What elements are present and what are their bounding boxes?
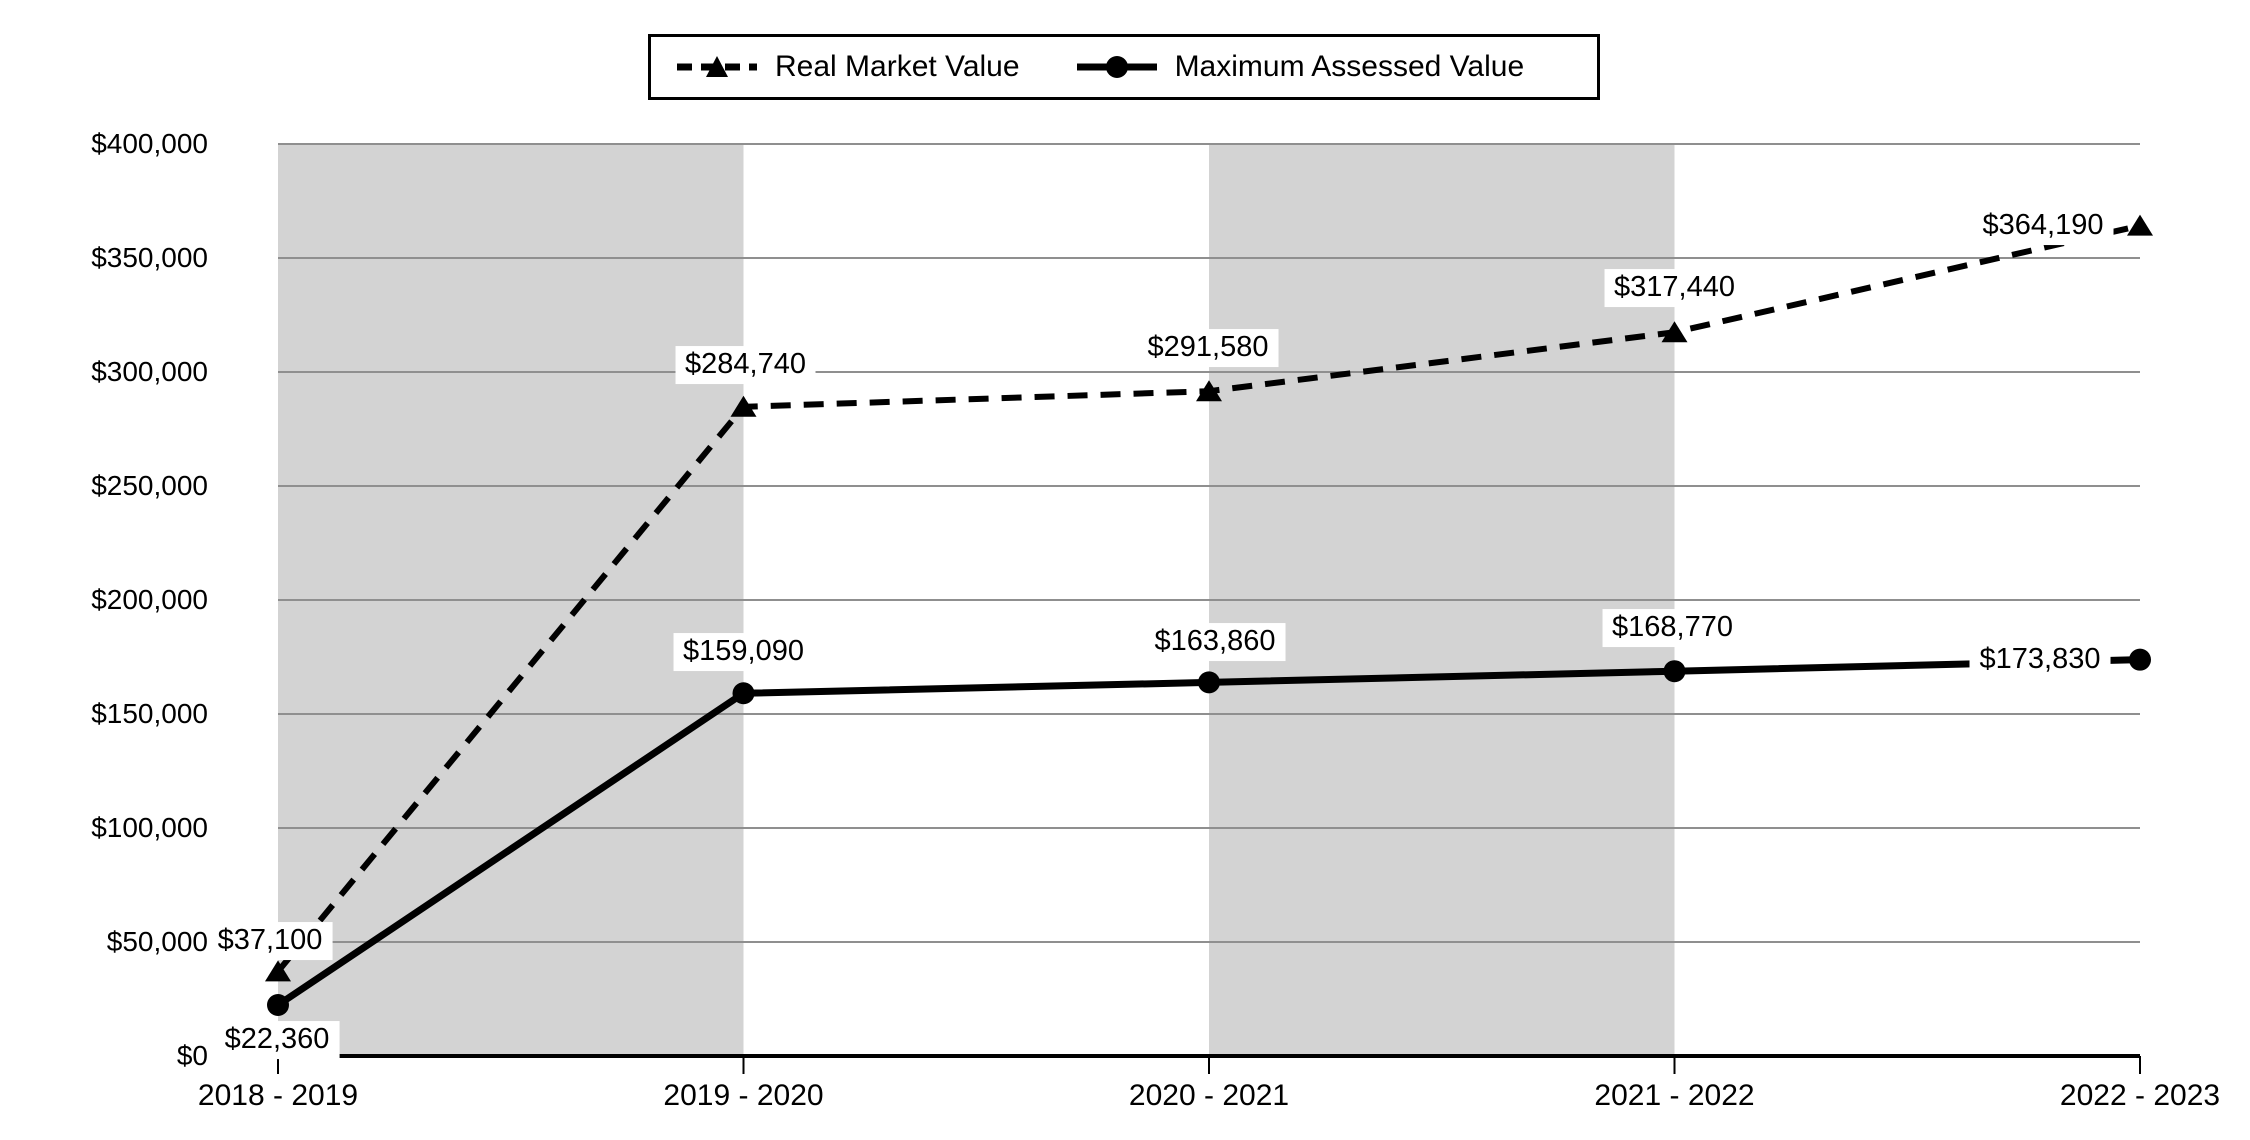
x-axis-tick-label: 2022 - 2023 — [2059, 1079, 2221, 1112]
data-label: $364,190 — [1972, 206, 2114, 245]
legend-entry-maximum-assessed-value: Maximum Assessed Value — [1075, 50, 1525, 84]
triangle-marker — [265, 960, 291, 982]
y-axis-tick-label: $300,000 — [91, 356, 208, 387]
x-axis-tick-label: 2021 - 2022 — [1594, 1079, 1755, 1112]
data-label: $22,360 — [214, 1021, 340, 1059]
circle-marker — [1198, 671, 1220, 694]
circle-marker — [2129, 648, 2151, 671]
legend: Real Market Value Maximum Assessed Value — [648, 34, 1600, 100]
data-label: $168,770 — [1602, 609, 1743, 648]
triangle-marker — [730, 395, 757, 417]
data-label: $284,740 — [675, 345, 816, 384]
dashed-line-triangle-marker-icon — [677, 56, 757, 77]
y-axis-tick-label: $150,000 — [91, 698, 208, 729]
circle-marker — [732, 682, 755, 705]
legend-entry-real-market-value: Real Market Value — [675, 50, 1020, 84]
data-label: $37,100 — [207, 922, 333, 961]
data-label: $163,860 — [1144, 623, 1286, 662]
data-label: $173,830 — [1969, 640, 2111, 679]
y-axis-tick-label: $200,000 — [91, 584, 208, 615]
x-axis-tick-label: 2020 - 2021 — [1128, 1079, 1290, 1112]
x-axis-tick-label: 2019 - 2020 — [663, 1079, 824, 1112]
data-label: $317,440 — [1604, 269, 1745, 308]
circle-marker — [1663, 660, 1686, 683]
triangle-marker — [1661, 321, 1688, 343]
y-axis-tick-label: $100,000 — [91, 812, 208, 843]
y-axis-tick-label: $0 — [176, 1040, 208, 1071]
x-axis-tick-label: 2018 - 2019 — [197, 1079, 359, 1112]
y-axis-tick-label: $50,000 — [106, 926, 208, 957]
solid-line-circle-marker-icon — [1076, 56, 1157, 78]
legend-label-real-market-value: Real Market Value — [775, 50, 1020, 83]
legend-label-maximum-assessed-value: Maximum Assessed Value — [1174, 50, 1525, 83]
circle-marker — [267, 994, 289, 1017]
triangle-marker — [1196, 380, 1222, 402]
triangle-marker — [2127, 214, 2153, 236]
y-axis-tick-label: $400,000 — [91, 128, 208, 159]
data-label: $291,580 — [1137, 329, 1279, 368]
data-label: $159,090 — [673, 633, 814, 672]
y-axis-tick-label: $350,000 — [91, 242, 208, 273]
y-axis-tick-label: $250,000 — [91, 470, 208, 501]
